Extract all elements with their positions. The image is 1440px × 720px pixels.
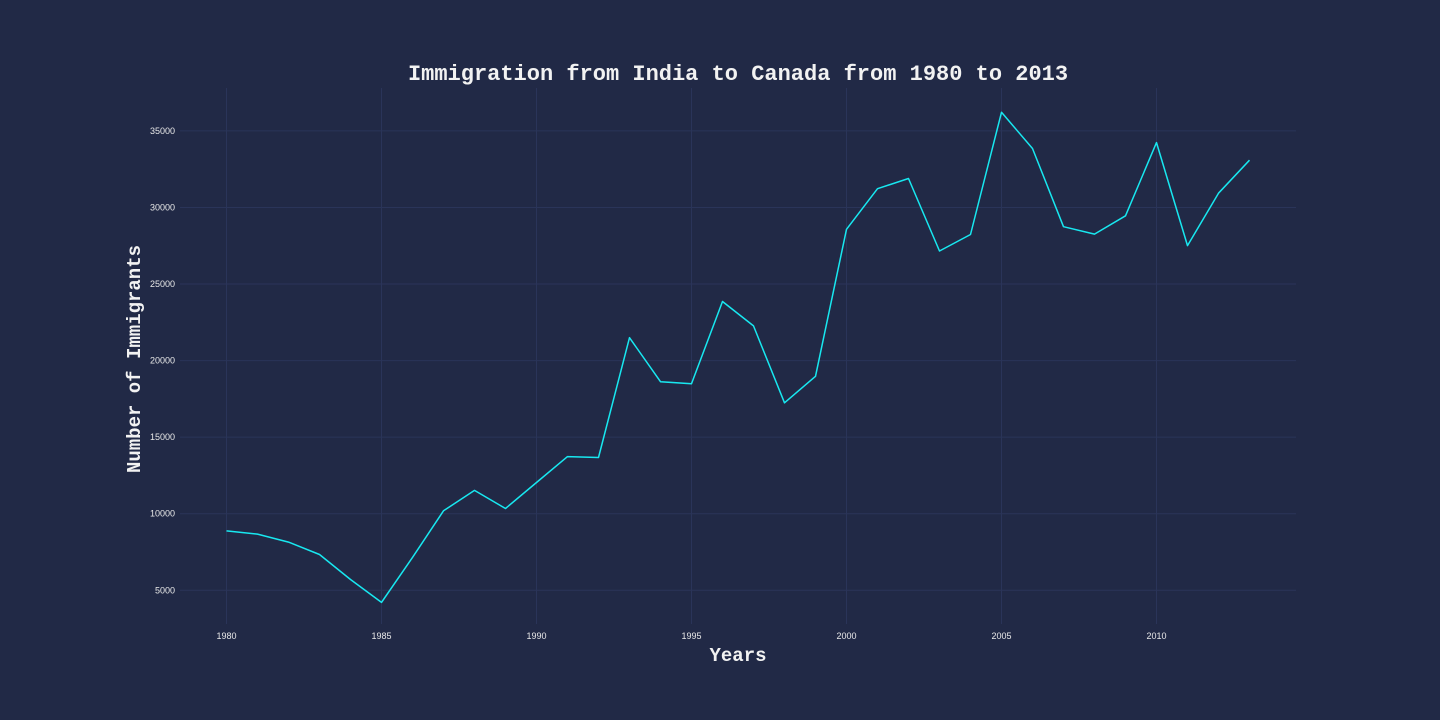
y-tick-label: 35000 xyxy=(150,126,175,136)
data-point xyxy=(598,456,600,458)
grid xyxy=(180,88,1296,624)
data-point xyxy=(1125,215,1127,217)
data-point xyxy=(1032,148,1034,150)
y-tick-label: 5000 xyxy=(155,585,175,595)
x-axis-label: Years xyxy=(709,645,766,667)
x-tick-label: 1980 xyxy=(216,631,236,641)
y-tick-label: 10000 xyxy=(150,509,175,519)
data-point xyxy=(1249,159,1251,161)
data-point xyxy=(939,250,941,252)
data-point xyxy=(722,300,724,302)
data-point xyxy=(1001,111,1003,113)
data-point xyxy=(505,507,507,509)
x-tick-label: 2000 xyxy=(836,631,856,641)
data-point xyxy=(350,579,352,581)
x-tick-label: 1990 xyxy=(526,631,546,641)
data-point xyxy=(660,381,662,383)
data-point xyxy=(784,402,786,404)
data-point xyxy=(443,510,445,512)
y-tick-label: 20000 xyxy=(150,356,175,366)
chart-title: Immigration from India to Canada from 19… xyxy=(408,62,1068,87)
data-point xyxy=(319,554,321,556)
data-point xyxy=(257,533,259,535)
data-point xyxy=(1094,233,1096,235)
data-point xyxy=(815,375,817,377)
data-point xyxy=(691,383,693,385)
data-point xyxy=(877,188,879,190)
series-line xyxy=(226,111,1251,604)
tick-labels: 1980 1985 1990 1995 2000 2005 2010 5000 10000 150… xyxy=(150,126,1167,641)
data-point xyxy=(1156,142,1158,144)
y-tick-label: 30000 xyxy=(150,202,175,212)
data-point xyxy=(288,541,290,543)
data-point xyxy=(226,530,228,532)
data-point xyxy=(1218,192,1220,194)
x-tick-label: 2005 xyxy=(991,631,1011,641)
data-point xyxy=(908,178,910,180)
data-point xyxy=(1063,226,1065,228)
x-tick-label: 1985 xyxy=(371,631,391,641)
data-point xyxy=(970,233,972,235)
y-axis-label: Number of Immigrants xyxy=(124,245,146,473)
data-point xyxy=(753,325,755,327)
data-point xyxy=(474,489,476,491)
data-point xyxy=(536,481,538,483)
series-layer xyxy=(226,111,1251,604)
data-point xyxy=(381,601,383,603)
data-point xyxy=(629,337,631,339)
y-tick-label: 15000 xyxy=(150,432,175,442)
data-point xyxy=(1187,245,1189,247)
y-tick-label: 25000 xyxy=(150,279,175,289)
x-tick-label: 2010 xyxy=(1146,631,1166,641)
data-point xyxy=(412,556,414,558)
x-tick-label: 1995 xyxy=(681,631,701,641)
data-point xyxy=(567,456,569,458)
data-point xyxy=(846,228,848,230)
